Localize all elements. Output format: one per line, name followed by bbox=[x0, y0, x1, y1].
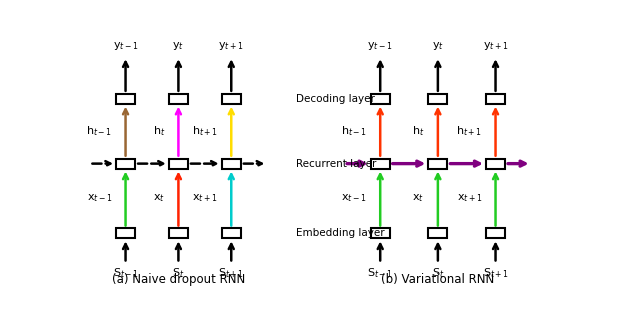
Text: y$_{t+1}$: y$_{t+1}$ bbox=[218, 40, 244, 52]
Text: Recurrent layer: Recurrent layer bbox=[296, 159, 376, 168]
FancyBboxPatch shape bbox=[169, 94, 188, 104]
Text: x$_{t+1}$: x$_{t+1}$ bbox=[456, 193, 482, 204]
Text: y$_{t-1}$: y$_{t-1}$ bbox=[113, 40, 138, 52]
FancyBboxPatch shape bbox=[222, 159, 241, 168]
FancyBboxPatch shape bbox=[222, 94, 241, 104]
Text: S$_t$: S$_t$ bbox=[432, 267, 444, 280]
Text: h$_{t-1}$: h$_{t-1}$ bbox=[341, 124, 367, 138]
FancyBboxPatch shape bbox=[222, 228, 241, 238]
Text: S$_{t-1}$: S$_{t-1}$ bbox=[113, 267, 138, 280]
Text: y$_t$: y$_t$ bbox=[432, 40, 444, 52]
Text: h$_{t-1}$: h$_{t-1}$ bbox=[86, 124, 112, 138]
Text: Decoding layer: Decoding layer bbox=[296, 94, 375, 104]
FancyBboxPatch shape bbox=[486, 159, 505, 168]
Text: x$_{t-1}$: x$_{t-1}$ bbox=[341, 193, 367, 204]
Text: x$_t$: x$_t$ bbox=[153, 193, 165, 204]
FancyBboxPatch shape bbox=[371, 228, 390, 238]
FancyBboxPatch shape bbox=[116, 94, 135, 104]
Text: x$_t$: x$_t$ bbox=[412, 193, 425, 204]
Text: y$_{t-1}$: y$_{t-1}$ bbox=[368, 40, 393, 52]
Text: y$_{t+1}$: y$_{t+1}$ bbox=[483, 40, 508, 52]
Text: x$_{t+1}$: x$_{t+1}$ bbox=[192, 193, 218, 204]
Text: h$_t$: h$_t$ bbox=[153, 124, 165, 138]
Text: Embedding layer: Embedding layer bbox=[296, 228, 385, 238]
Text: x$_{t-1}$: x$_{t-1}$ bbox=[87, 193, 112, 204]
FancyBboxPatch shape bbox=[428, 94, 448, 104]
Text: S$_{t+1}$: S$_{t+1}$ bbox=[482, 267, 508, 280]
Text: h$_{t+1}$: h$_{t+1}$ bbox=[192, 124, 218, 138]
Text: S$_t$: S$_t$ bbox=[172, 267, 185, 280]
FancyBboxPatch shape bbox=[428, 159, 448, 168]
FancyBboxPatch shape bbox=[169, 228, 188, 238]
FancyBboxPatch shape bbox=[169, 159, 188, 168]
FancyBboxPatch shape bbox=[116, 159, 135, 168]
FancyBboxPatch shape bbox=[486, 94, 505, 104]
Text: h$_t$: h$_t$ bbox=[412, 124, 425, 138]
FancyBboxPatch shape bbox=[486, 228, 505, 238]
Text: S$_{t+1}$: S$_{t+1}$ bbox=[218, 267, 244, 280]
FancyBboxPatch shape bbox=[371, 94, 390, 104]
Text: (b) Variational RNN: (b) Variational RNN bbox=[381, 273, 495, 286]
FancyBboxPatch shape bbox=[428, 228, 448, 238]
Text: S$_{t-1}$: S$_{t-1}$ bbox=[367, 267, 393, 280]
Text: h$_{t+1}$: h$_{t+1}$ bbox=[456, 124, 482, 138]
Text: y$_t$: y$_t$ bbox=[172, 40, 184, 52]
Text: (a) Naive dropout RNN: (a) Naive dropout RNN bbox=[112, 273, 245, 286]
FancyBboxPatch shape bbox=[371, 159, 390, 168]
FancyBboxPatch shape bbox=[116, 228, 135, 238]
